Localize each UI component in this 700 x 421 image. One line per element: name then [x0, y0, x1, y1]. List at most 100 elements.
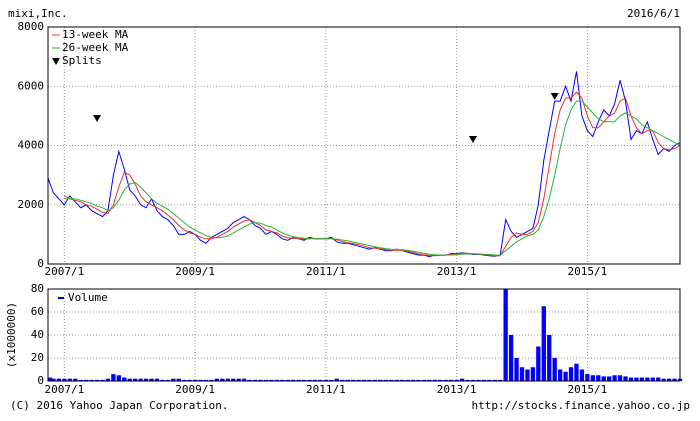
volume-bar [498, 379, 503, 381]
volume-bar [329, 379, 334, 381]
volume-bar [443, 379, 448, 381]
volume-bar [617, 375, 623, 381]
volume-bar [481, 379, 487, 381]
volume-bar [438, 379, 443, 381]
volume-bar [476, 379, 481, 381]
volume-bar [661, 378, 666, 381]
volume-bar [454, 379, 459, 381]
split-marker [93, 114, 102, 122]
x-tick-label: 2015/1 [568, 383, 608, 396]
volume-bar [94, 379, 100, 381]
split-marker [550, 93, 559, 101]
y-tick-label: 6000 [18, 79, 45, 92]
volume-bar [209, 379, 214, 381]
volume-bar [628, 377, 634, 381]
volume-bar [585, 374, 590, 381]
volume-bar [356, 379, 361, 381]
x-tick-label: 2011/1 [306, 265, 346, 278]
y-tick-label: 0 [37, 374, 44, 387]
x-tick-label: 2009/1 [175, 383, 215, 396]
volume-bar [285, 379, 290, 381]
volume-bar [552, 358, 557, 381]
volume-bar [187, 379, 192, 381]
volume-bar [394, 379, 399, 381]
legend-swatch [52, 58, 60, 65]
volume-bar [574, 363, 579, 381]
volume-bar [138, 378, 143, 381]
volume-bar [508, 335, 514, 381]
volume-bar [645, 377, 650, 381]
volume-bar [470, 379, 476, 381]
volume-bar [340, 379, 345, 381]
volume-bar [487, 379, 492, 381]
volume-bar [536, 346, 541, 381]
volume-bar [247, 379, 252, 381]
volume-bar [312, 379, 318, 381]
volume-bar [421, 379, 427, 381]
volume-bar [236, 378, 241, 381]
volume-bar [133, 378, 138, 381]
volume-bar [612, 375, 617, 381]
y-tick-label: 0 [37, 257, 44, 270]
volume-bar [568, 367, 574, 381]
volume-bar [334, 378, 339, 381]
volume-bar [672, 378, 677, 381]
volume-bar [176, 378, 181, 381]
volume-bar [530, 367, 536, 381]
legend-label: Splits [62, 54, 102, 67]
volume-bar [48, 377, 53, 381]
x-tick-label: 2013/1 [437, 383, 477, 396]
legend-label: 26-week MA [62, 41, 129, 54]
volume-bar [601, 376, 606, 381]
volume-bar [149, 378, 154, 381]
volume-bar [291, 379, 296, 381]
volume-bar [122, 377, 127, 381]
volume-bar [116, 375, 121, 381]
volume-bar [563, 371, 568, 381]
volume-bar [372, 379, 378, 381]
volume-bar [154, 378, 160, 381]
volume-bar [143, 378, 149, 381]
volume-bar [514, 358, 519, 381]
volume-bar [405, 379, 410, 381]
split-marker [468, 135, 477, 143]
volume-bar [269, 379, 274, 381]
x-tick-label: 2007/1 [44, 383, 84, 396]
volume-bar [361, 379, 367, 381]
volume-bar [323, 379, 329, 381]
volume-bar [89, 379, 94, 381]
volume-bar [666, 378, 672, 381]
x-tick-label: 2009/1 [175, 265, 215, 278]
x-tick-label: 2013/1 [437, 265, 477, 278]
y-tick-label: 60 [31, 305, 44, 318]
volume-bar [367, 379, 372, 381]
volume-bar [350, 379, 356, 381]
volume-bar [525, 369, 530, 381]
volume-bar [127, 378, 132, 381]
volume-bar [105, 378, 111, 381]
y-tick-label: 4000 [18, 139, 45, 152]
volume-bar [547, 335, 552, 381]
volume-bar [296, 379, 301, 381]
volume-bar [78, 379, 83, 381]
volume-bar [252, 379, 258, 381]
volume-bar [623, 376, 628, 381]
x-tick-label: 2007/1 [44, 265, 84, 278]
volume-bar [399, 379, 405, 381]
plot-frame [47, 26, 681, 265]
volume-bar [541, 306, 546, 381]
volume-bar [67, 378, 72, 381]
y-tick-label: 8000 [18, 20, 45, 33]
volume-bar [579, 369, 585, 381]
volume-bar [383, 379, 388, 381]
volume-bar [241, 378, 247, 381]
volume-bar [225, 378, 230, 381]
volume-bar [656, 377, 661, 381]
volume-bar [410, 379, 416, 381]
y-tick-label: 20 [31, 351, 44, 364]
volume-bar [160, 379, 165, 381]
volume-bar [51, 378, 56, 381]
source-url: http://stocks.finance.yahoo.co.jp [471, 399, 690, 412]
volume-bar [427, 379, 432, 381]
chart-title: mixi,Inc. [8, 7, 68, 20]
